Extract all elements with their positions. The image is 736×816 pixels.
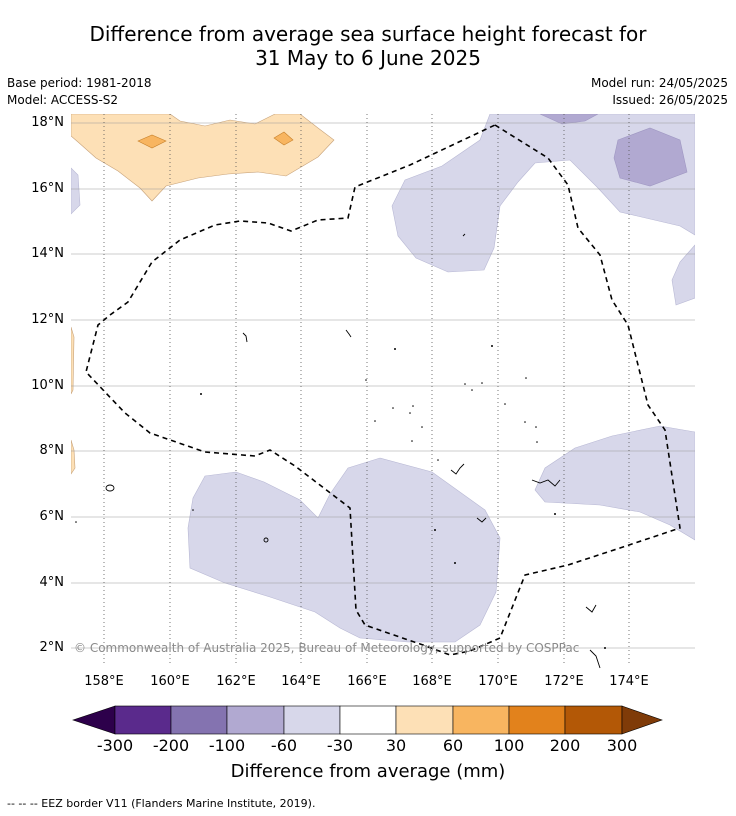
colorbar-label: Difference from average (mm) — [230, 761, 506, 782]
positive-anomaly-edge — [71, 439, 76, 475]
colorbar-bin — [226, 705, 285, 735]
island — [531, 479, 561, 487]
colorbar-tick: 200 — [549, 736, 581, 755]
colorbar — [72, 705, 663, 735]
positive-anomaly-area — [71, 114, 335, 202]
lat-label: 4°N — [39, 575, 65, 590]
island — [242, 332, 248, 343]
colorbar-tick: 60 — [442, 736, 464, 755]
lon-label: 172°E — [544, 674, 584, 689]
lon-label: 168°E — [412, 674, 452, 689]
colorbar-min-extension — [72, 705, 116, 735]
model-name: Model: ACCESS-S2 — [7, 93, 119, 107]
lat-label: 16°N — [31, 181, 64, 196]
positive-anomaly-patch — [137, 134, 167, 149]
map-title-line1: Difference from average sea surface heig… — [89, 22, 647, 46]
colorbar-tick: 300 — [606, 736, 638, 755]
lat-label: 2°N — [39, 640, 65, 655]
colorbar-bin — [564, 705, 623, 735]
lon-label: 174°E — [609, 674, 649, 689]
lon-label: 164°E — [281, 674, 321, 689]
colorbar-tick: -200 — [152, 736, 190, 755]
colorbar-tick: -300 — [96, 736, 134, 755]
small-islands — [75, 345, 606, 649]
island — [476, 517, 487, 523]
negative-anomaly-area — [71, 167, 81, 215]
colorbar-bin — [339, 705, 397, 735]
colorbar-bin — [170, 705, 228, 735]
negative-anomaly-area — [534, 425, 695, 541]
negative-anomaly-area — [187, 457, 501, 643]
colorbar-tick: -60 — [270, 736, 298, 755]
model-run: Model run: 24/05/2025 — [590, 76, 728, 90]
colorbar-bin — [452, 705, 510, 735]
colorbar-bin — [283, 705, 341, 735]
lat-label: 18°N — [31, 115, 64, 130]
island — [105, 484, 115, 492]
base-period: Base period: 1981-2018 — [7, 76, 152, 90]
island-outlines — [105, 233, 601, 669]
lon-label: 158°E — [84, 674, 124, 689]
positive-anomaly-patch — [273, 131, 294, 146]
island — [589, 649, 601, 669]
eez-border — [85, 124, 681, 656]
colorbar-bin — [114, 705, 172, 735]
map-title-line2: 31 May to 6 June 2025 — [255, 46, 481, 70]
island — [450, 463, 465, 475]
colorbar-tick: 100 — [493, 736, 525, 755]
lat-label: 10°N — [31, 378, 64, 393]
latitude-gridlines — [71, 122, 695, 649]
colorbar-bin — [395, 705, 454, 735]
colorbar-max-extension — [621, 705, 663, 735]
copyright-notice: © Commonwealth of Australia 2025, Bureau… — [74, 641, 580, 655]
lat-label: 14°N — [31, 246, 64, 261]
lon-label: 160°E — [150, 674, 190, 689]
lon-label: 162°E — [216, 674, 256, 689]
island — [462, 233, 466, 237]
lat-label: 12°N — [31, 312, 64, 327]
negative-anomaly-core — [539, 114, 599, 125]
lat-label: 6°N — [39, 509, 65, 524]
negative-anomaly-area — [671, 244, 695, 306]
eez-legend-note: -- -- -- EEZ border V11 (Flanders Marine… — [7, 797, 316, 810]
lat-label: 8°N — [39, 443, 65, 458]
colorbar-tick: -30 — [326, 736, 354, 755]
colorbar-tick: 30 — [385, 736, 407, 755]
colorbar-tick: -100 — [208, 736, 246, 755]
issued-date: Issued: 26/05/2025 — [612, 93, 728, 107]
lon-label: 170°E — [478, 674, 518, 689]
colorbar-bin — [508, 705, 566, 735]
island — [345, 329, 352, 338]
island — [585, 604, 597, 613]
positive-anomaly-edge — [71, 326, 75, 395]
negative-anomaly-core — [613, 127, 688, 187]
lon-label: 166°E — [347, 674, 387, 689]
island — [263, 537, 269, 543]
